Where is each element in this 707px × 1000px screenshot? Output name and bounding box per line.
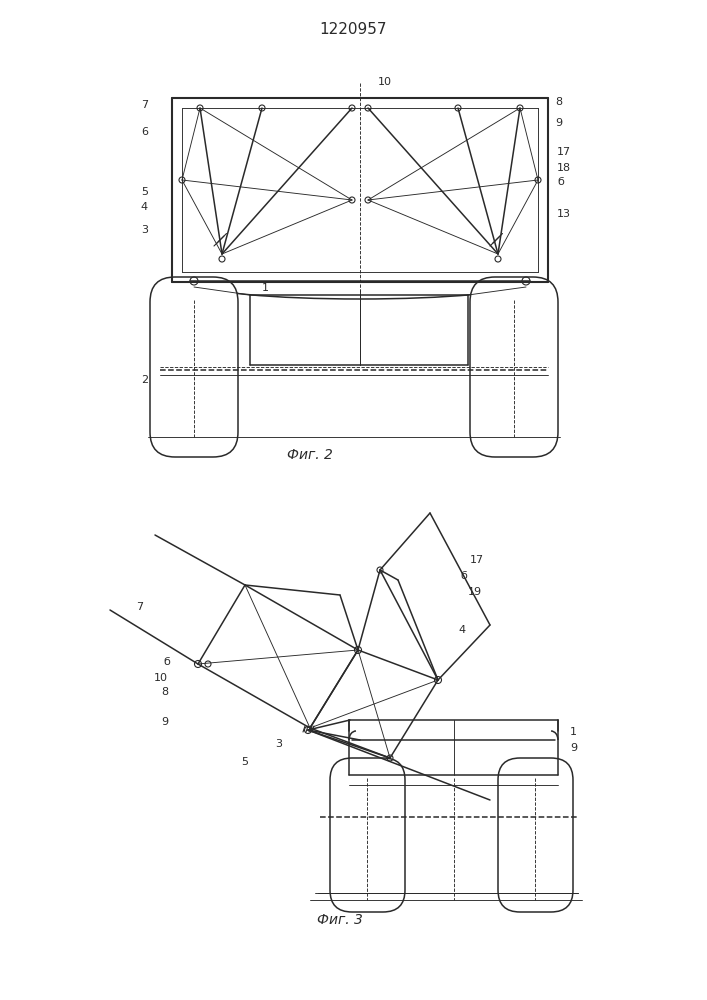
Text: Фиг. 3: Фиг. 3 <box>317 913 363 927</box>
FancyBboxPatch shape <box>330 758 405 912</box>
Text: б: б <box>557 177 564 187</box>
Text: 9: 9 <box>570 743 577 753</box>
Text: 8: 8 <box>555 97 562 107</box>
Text: Фиг. 2: Фиг. 2 <box>287 448 333 462</box>
Text: б: б <box>163 657 170 667</box>
Text: 5: 5 <box>141 187 148 197</box>
Text: 1: 1 <box>262 283 269 293</box>
Text: 8: 8 <box>161 687 168 697</box>
Text: 9: 9 <box>555 118 562 128</box>
Text: 17: 17 <box>470 555 484 565</box>
Text: 10: 10 <box>378 77 392 87</box>
Text: 10: 10 <box>154 673 168 683</box>
Text: 4: 4 <box>458 625 465 635</box>
FancyBboxPatch shape <box>498 758 573 912</box>
Text: 18: 18 <box>557 163 571 173</box>
Text: 1220957: 1220957 <box>320 22 387 37</box>
Text: 19: 19 <box>468 587 482 597</box>
FancyBboxPatch shape <box>150 277 238 457</box>
Text: 9: 9 <box>161 717 168 727</box>
Text: 3: 3 <box>275 739 282 749</box>
Text: 4: 4 <box>141 202 148 212</box>
Text: 1: 1 <box>570 727 577 737</box>
Text: 5: 5 <box>241 757 248 767</box>
Text: 6: 6 <box>141 127 148 137</box>
Text: б: б <box>460 571 467 581</box>
Text: 7: 7 <box>136 602 143 612</box>
Text: 7: 7 <box>141 100 148 110</box>
Text: 17: 17 <box>557 147 571 157</box>
Text: 13: 13 <box>557 209 571 219</box>
FancyBboxPatch shape <box>470 277 558 457</box>
Text: 2: 2 <box>141 375 148 385</box>
Text: 3: 3 <box>141 225 148 235</box>
